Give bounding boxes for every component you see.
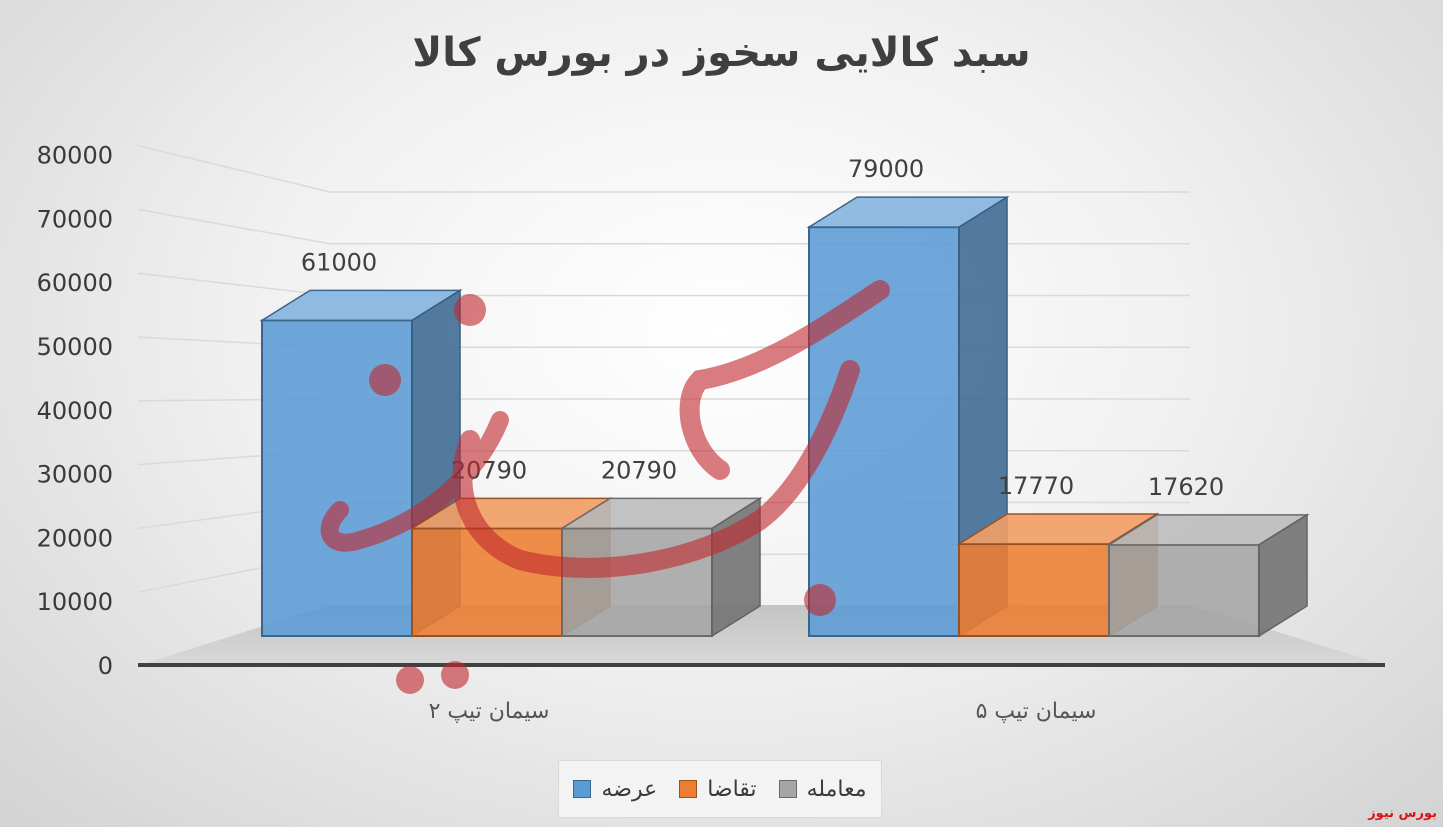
chart-legend: عرضه تقاضا معامله (558, 760, 882, 818)
legend-label: عرضه (601, 776, 658, 802)
y-tick-label: 50000 (37, 333, 113, 361)
bar (1106, 513, 1310, 638)
y-tick-label: 60000 (37, 269, 113, 297)
y-tick-label: 20000 (37, 524, 113, 552)
y-tick-label: 0 (98, 652, 113, 680)
data-label: 20790 (601, 456, 677, 484)
gridline (137, 272, 1190, 297)
boursnews-watermark (320, 280, 890, 694)
x-category-label: سیمان تیپ ۵ (976, 699, 1097, 724)
gridline (137, 208, 1190, 245)
y-tick-label: 40000 (37, 397, 113, 425)
legend-label: معامله (806, 776, 867, 802)
legend-swatch (573, 780, 592, 798)
data-label: 61000 (301, 248, 377, 276)
legend-item: معامله (778, 776, 867, 802)
y-tick-label: 30000 (37, 461, 113, 489)
data-label: 79000 (848, 155, 924, 183)
bar-side (1258, 513, 1308, 638)
legend-label: تقاضا (707, 776, 757, 802)
legend-item: تقاضا (679, 776, 757, 802)
corner-watermark-text: بورس نیوز (1368, 806, 1437, 821)
data-label: 17770 (998, 472, 1074, 500)
x-category-label: سیمان تیپ ۲ (429, 699, 550, 724)
y-tick-label: 80000 (37, 142, 113, 170)
gridline (137, 144, 1190, 193)
legend-swatch (679, 780, 698, 798)
y-tick-label: 10000 (37, 588, 113, 616)
bar-front (1108, 543, 1260, 638)
legend-swatch (778, 780, 797, 798)
data-label: 17620 (1148, 473, 1224, 501)
bar-front (958, 543, 1110, 637)
chart-title: سبد کالایی سخوز در بورس کالا (412, 30, 1031, 76)
y-tick-label: 70000 (37, 205, 113, 233)
legend-item: عرضه (573, 777, 657, 802)
